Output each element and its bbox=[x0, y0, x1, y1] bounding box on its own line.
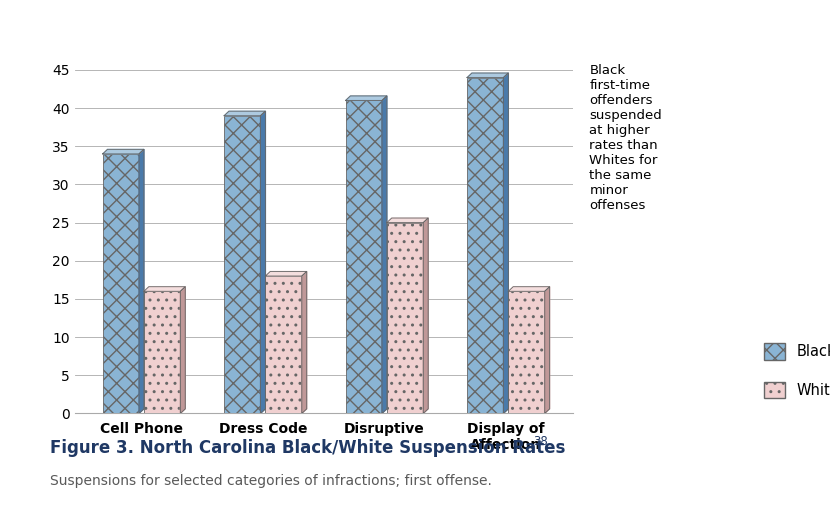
Polygon shape bbox=[224, 111, 266, 116]
Polygon shape bbox=[103, 149, 144, 154]
Polygon shape bbox=[139, 149, 144, 413]
Text: 38: 38 bbox=[533, 435, 548, 448]
Bar bbox=[103, 154, 139, 413]
Polygon shape bbox=[261, 111, 266, 413]
Polygon shape bbox=[544, 287, 549, 413]
Polygon shape bbox=[266, 271, 307, 276]
Polygon shape bbox=[467, 73, 508, 77]
Bar bbox=[508, 292, 544, 413]
Bar bbox=[345, 101, 382, 413]
Text: Black
first-time
offenders
suspended
at higher
rates than
Whites for
the same
mi: Black first-time offenders suspended at … bbox=[589, 64, 662, 211]
Polygon shape bbox=[504, 73, 508, 413]
Polygon shape bbox=[302, 271, 307, 413]
Bar bbox=[266, 276, 302, 413]
Text: Figure 3. North Carolina Black/White Suspension Rates: Figure 3. North Carolina Black/White Sus… bbox=[50, 439, 571, 457]
Polygon shape bbox=[423, 218, 428, 413]
Text: Suspensions for selected categories of infractions; first offense.: Suspensions for selected categories of i… bbox=[50, 474, 491, 488]
Polygon shape bbox=[144, 287, 185, 292]
Legend: Black, White: Black, White bbox=[764, 343, 830, 399]
Bar bbox=[144, 292, 180, 413]
Polygon shape bbox=[387, 218, 428, 223]
Bar bbox=[467, 77, 504, 413]
Polygon shape bbox=[382, 96, 387, 413]
Polygon shape bbox=[508, 287, 549, 292]
Bar bbox=[387, 223, 423, 413]
Polygon shape bbox=[345, 96, 387, 101]
Polygon shape bbox=[180, 287, 185, 413]
Bar bbox=[224, 116, 261, 413]
